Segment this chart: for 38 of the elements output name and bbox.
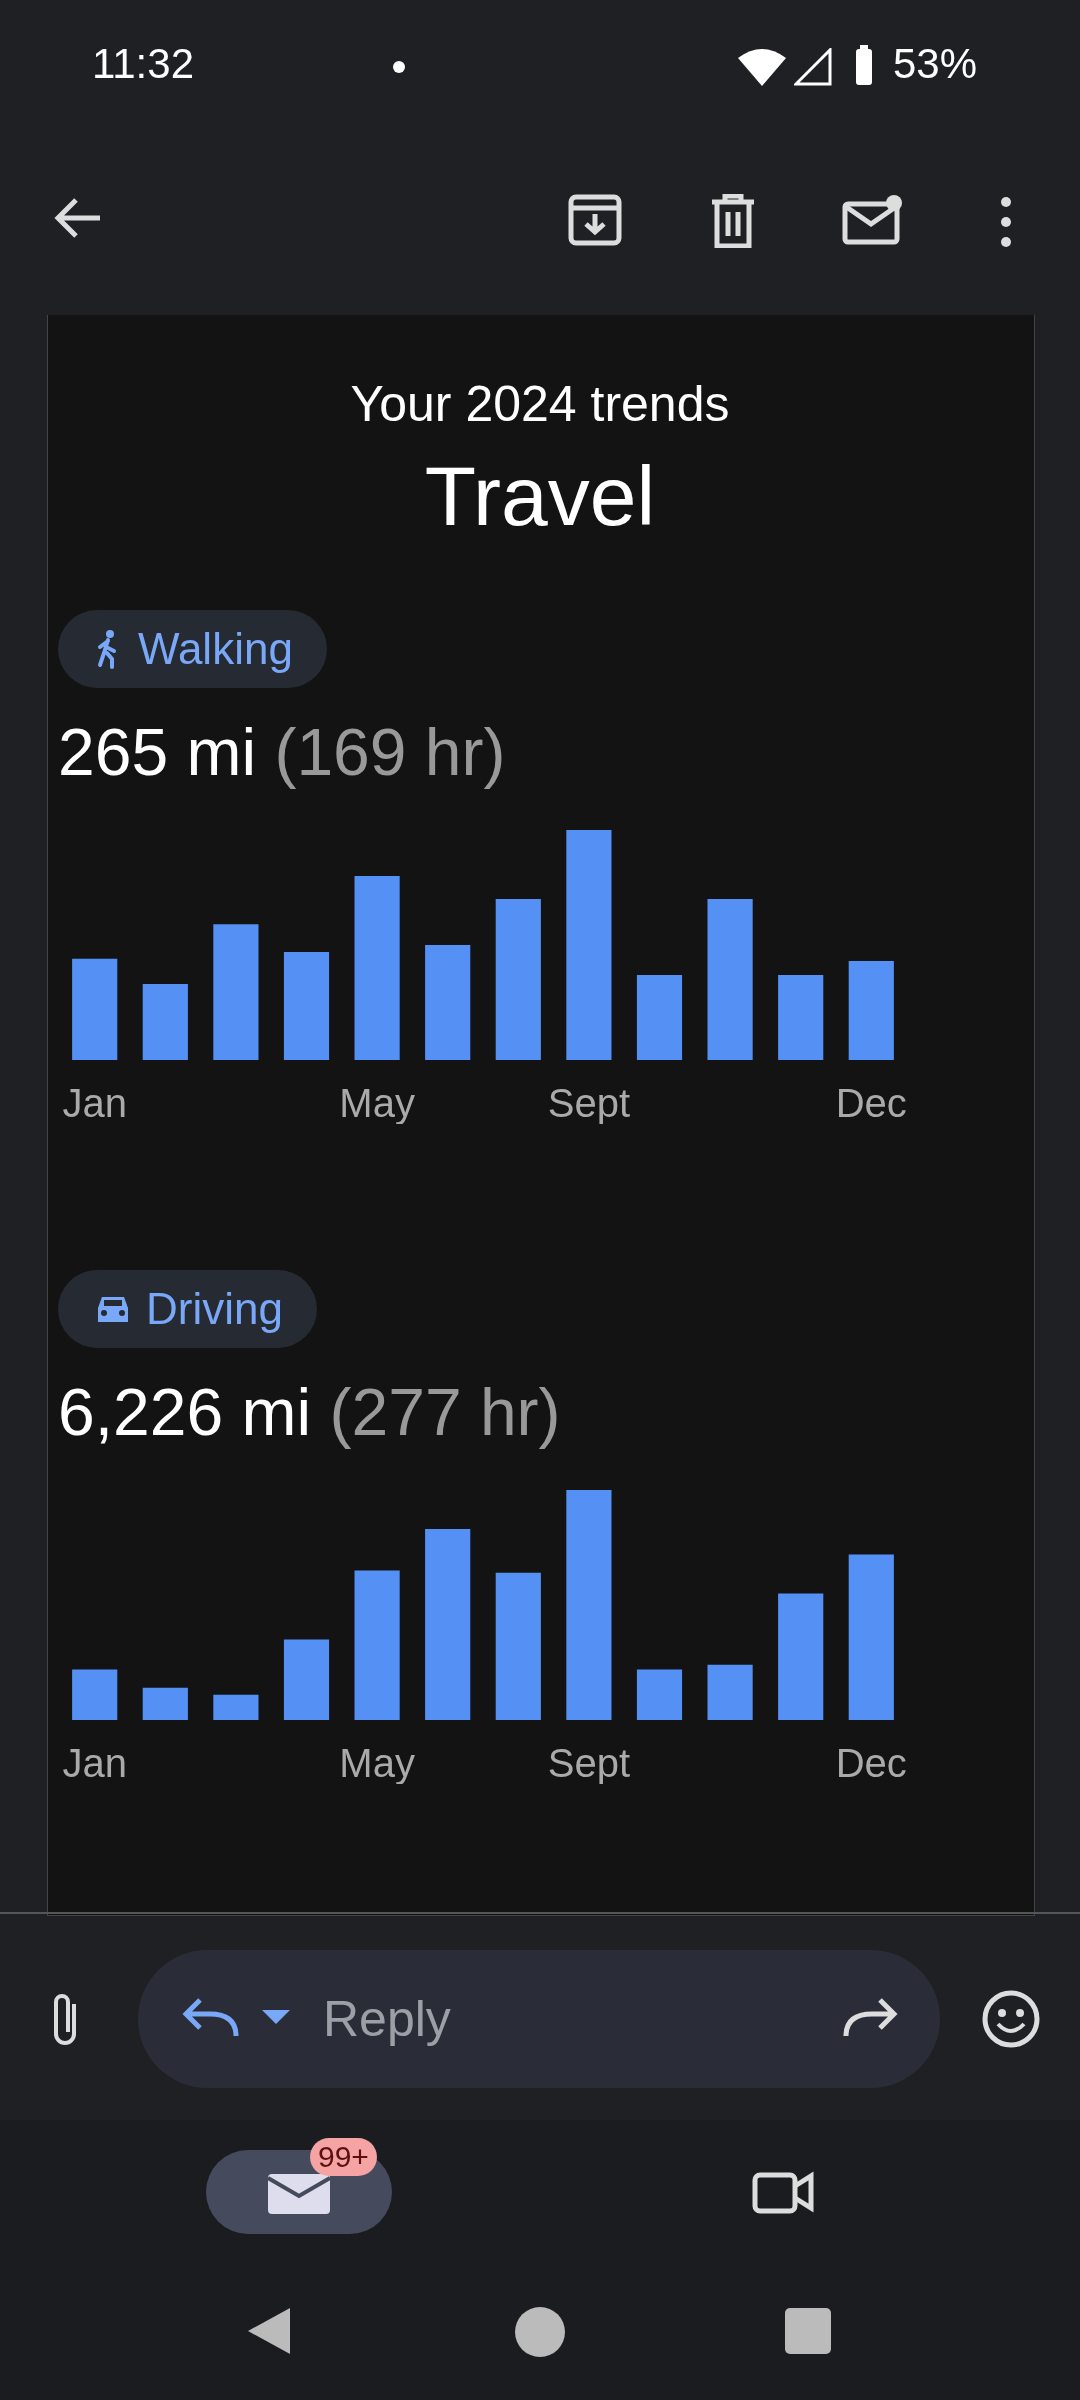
text: Reply <box>323 1990 451 2048</box>
bar <box>636 1669 683 1720</box>
bar <box>707 1664 753 1720</box>
bar <box>142 984 188 1060</box>
bar <box>778 1593 824 1720</box>
text: Your 2024 trends <box>349 375 731 433</box>
bar <box>566 830 612 1060</box>
bar <box>495 1572 541 1720</box>
bar <box>72 1669 118 1720</box>
text: 53% <box>893 40 978 88</box>
bar <box>425 945 471 1060</box>
chart-title: Driving <box>146 1284 283 1334</box>
text: Travel <box>423 448 657 545</box>
bar <box>354 1570 400 1720</box>
bar <box>848 961 894 1060</box>
bar <box>354 876 400 1060</box>
chart-subtitle: 6,226 mi (277 hr) <box>58 1375 561 1449</box>
bar <box>425 1529 471 1720</box>
x-tick-label: Jan <box>62 1740 127 1785</box>
bar <box>636 974 683 1060</box>
bar <box>778 974 824 1060</box>
bar <box>566 1490 612 1720</box>
bar <box>213 924 259 1060</box>
x-tick-label: Jan <box>62 1080 127 1125</box>
chart-title: Walking <box>138 624 293 674</box>
chart-subtitle: 265 mi (169 hr) <box>58 715 506 789</box>
bar <box>848 1554 894 1720</box>
bar <box>495 899 541 1060</box>
bar <box>283 1639 330 1720</box>
bar <box>142 1687 188 1720</box>
text: 11:32 <box>92 40 194 88</box>
bar <box>283 951 330 1060</box>
text: 99+ <box>310 2138 377 2176</box>
bar <box>213 1694 259 1720</box>
x-tick-label: Dec <box>835 1740 907 1785</box>
bar <box>707 899 753 1060</box>
bar <box>72 958 118 1060</box>
x-tick-label: Dec <box>835 1080 907 1125</box>
